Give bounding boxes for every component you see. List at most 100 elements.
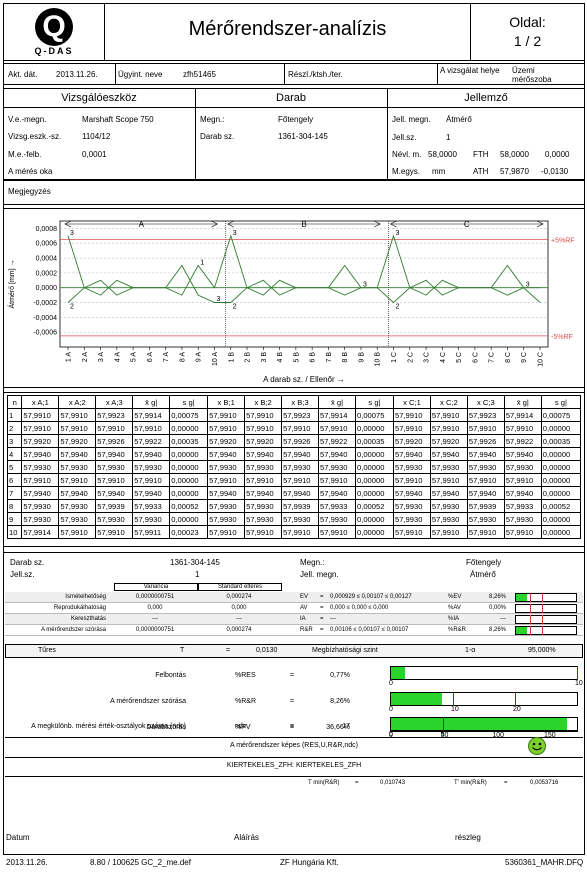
- y-tick-label: -0,0002: [33, 300, 57, 307]
- table-cell: 57,9940: [392, 486, 431, 500]
- summary-bar-limit: [530, 593, 531, 602]
- metric-value: 0,77%: [330, 672, 350, 679]
- table-cell: 57,9920: [21, 434, 60, 448]
- table-header-cell: n: [6, 395, 23, 409]
- table-cell: 57,9940: [429, 447, 468, 461]
- table-cell: 57,9910: [429, 421, 468, 435]
- footer-alairas: Aláírás: [234, 833, 259, 842]
- table-cell: 0,00000: [354, 486, 394, 500]
- summary-pct: 8,26%: [488, 627, 506, 633]
- metric-symbol: %R&R: [235, 698, 257, 705]
- summary-row-label: Ismételhetőség: [65, 594, 106, 600]
- table-cell: 0,00052: [540, 499, 582, 513]
- metric-symbol: %RES: [235, 672, 256, 679]
- vizsgalat-label: A vizsgálat helye: [440, 66, 500, 75]
- table-cell: 57,9940: [95, 486, 134, 500]
- metric-bar-fill: [391, 693, 443, 705]
- ugyint: zfh51465: [183, 70, 216, 79]
- metric-eq: =: [290, 723, 295, 730]
- x-tick-label: 5 B: [293, 352, 300, 363]
- metric-tick-label: 0: [389, 706, 393, 713]
- summary-pct-label: %AV: [448, 605, 461, 611]
- metric-bar-fill: [391, 718, 567, 730]
- group-label: C: [464, 220, 470, 229]
- metric-bar-limit: [442, 717, 444, 731]
- table-cell: 57,9930: [132, 512, 171, 526]
- table-cell: 57,9910: [466, 473, 505, 487]
- vemegn-label: V.e.-megn.: [8, 115, 47, 124]
- table-cell: 57,9910: [244, 408, 283, 422]
- summary-symbol: EV: [300, 594, 309, 600]
- page-number: 1 / 2: [513, 33, 542, 49]
- table-cell: 57,9910: [95, 421, 134, 435]
- point-label: 3: [526, 282, 530, 289]
- table-cell: 7: [6, 486, 23, 500]
- table-cell: 57,9930: [281, 460, 320, 474]
- table-cell: 57,9939: [95, 499, 134, 513]
- sum-dsz: 1361-304-145: [170, 558, 220, 567]
- table-cell: 57,9933: [132, 499, 171, 513]
- table-header-cell: s g|: [354, 395, 394, 409]
- table-cell: 57,9940: [429, 486, 468, 500]
- metric-label: A mérőrendszer szórása: [110, 698, 186, 705]
- table-cell: 57,9939: [281, 499, 320, 513]
- x-tick-label: 7 B: [326, 352, 333, 363]
- table-cell: 57,9930: [503, 460, 542, 474]
- mefelb-label: M.e.-felb.: [8, 150, 42, 159]
- logo-text: Q-DAS: [34, 46, 74, 56]
- summary-pct-label: %EV: [448, 594, 462, 600]
- chart-frame: [3, 208, 585, 388]
- tmin-rr2-eq: =: [504, 780, 508, 786]
- table-header-cell: x C;2: [429, 395, 468, 409]
- table-cell: 57,9910: [58, 525, 97, 539]
- col-std: Standard eltérés: [198, 583, 282, 591]
- summary-pct: ---: [500, 616, 506, 622]
- summary-bar-limit: [542, 593, 543, 602]
- summary-symbol: IA: [300, 616, 306, 622]
- table-cell: 0,00000: [169, 473, 209, 487]
- section-tool: Vizsgálóeszköz: [61, 92, 137, 104]
- table-cell: 0,00000: [354, 512, 394, 526]
- table-frame: [3, 392, 585, 547]
- table-row: 2 57,9910 57,9910 57,9910 57,9910 0,00000 57,9…: [6, 421, 582, 435]
- metric-eq: =: [290, 672, 295, 679]
- table-cell: 0,00000: [540, 525, 582, 539]
- run-chart: 0,0008 0,0006 0,0004 0,0002 0,0000 -0,0002 -0,…: [7, 220, 575, 384]
- group-arrow-left: [64, 220, 72, 228]
- metric-tick-label: 10: [575, 680, 583, 687]
- summary-pct: 8,26%: [488, 594, 506, 600]
- table-cell: 57,9910: [318, 525, 356, 539]
- metric-label: A megkülönb. mérési érték-osztályok szám…: [31, 723, 186, 730]
- table-cell: 57,9914: [318, 408, 356, 422]
- summary-ci: 0,000929 ≤ 0,00107 ≤ 0,00127: [330, 594, 412, 600]
- table-cell: 57,9940: [466, 447, 505, 461]
- summary-bar: [515, 615, 577, 624]
- metric-tick-label: 150: [544, 732, 556, 739]
- summary-pct-label: %IA: [448, 616, 460, 622]
- metric-bar-limit: [453, 692, 454, 706]
- table-cell: 57,9922: [318, 434, 356, 448]
- table-cell: 57,9940: [392, 447, 431, 461]
- x-tick-label: 3 B: [261, 352, 268, 363]
- x-tick-label: 9 A: [196, 352, 203, 362]
- table-cell: 57,9930: [466, 512, 505, 526]
- jm-label: Jell. megn.: [392, 115, 431, 124]
- x-axis-label: A darab sz. / Ellenőr →: [263, 375, 345, 384]
- table-cell: 57,9930: [503, 512, 542, 526]
- tures-label: Tűres: [38, 647, 56, 654]
- summary-frame: [3, 552, 585, 855]
- megjegyzes-box: [3, 180, 585, 205]
- y-tick-label: 0,0002: [36, 270, 58, 277]
- point-label: 3: [233, 230, 237, 237]
- table-cell: 57,9910: [503, 473, 542, 487]
- table-header-cell: s g|: [169, 395, 209, 409]
- table-cell: 0,00000: [169, 486, 209, 500]
- table-cell: 0,00000: [540, 512, 582, 526]
- table-cell: 0,00000: [540, 421, 582, 435]
- jsz-label: Jell.sz.: [392, 133, 417, 142]
- metric-bar-limit: [577, 666, 578, 680]
- table-cell: 57,9910: [21, 473, 60, 487]
- ath-dev: -0,0130: [541, 167, 569, 176]
- y-tick-label: 0,0006: [36, 241, 58, 248]
- table-cell: 57,9910: [207, 408, 246, 422]
